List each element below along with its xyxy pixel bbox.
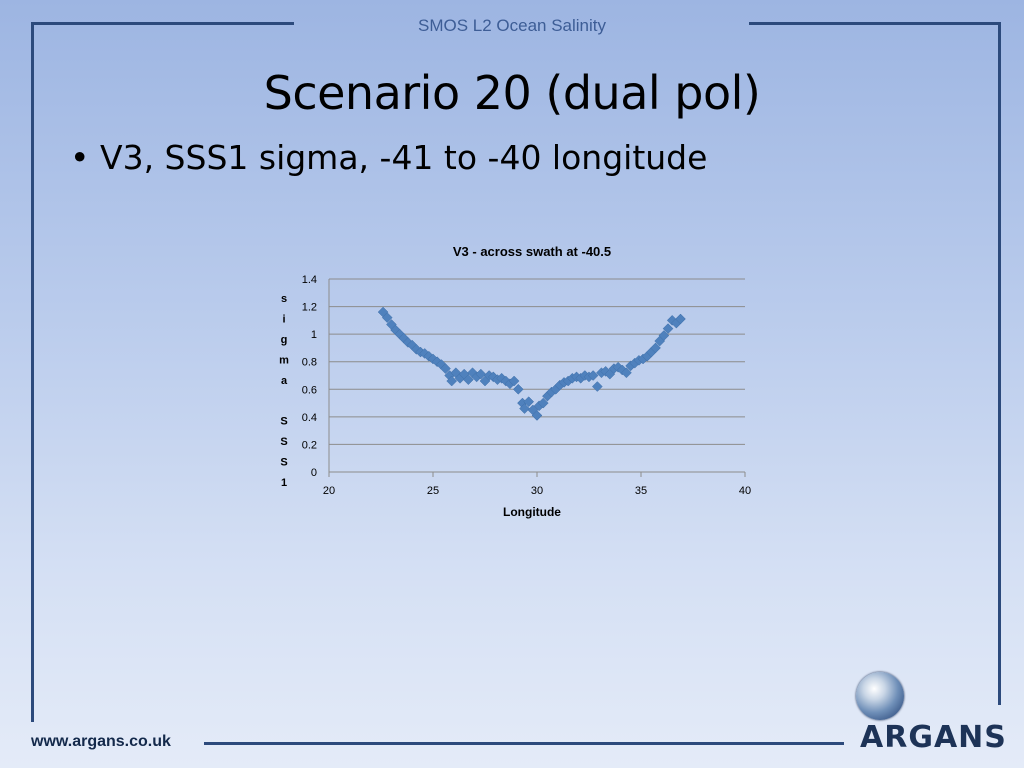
data-point: [662, 323, 674, 334]
y-tick-label: 0.2: [302, 439, 317, 451]
scatter-chart: V3 - across swath at -40.5 0 0.2 0.4 0.6 0.8 1…: [279, 244, 751, 519]
data-point: [446, 375, 458, 387]
x-tick-label: 25: [427, 485, 439, 497]
data-point: [519, 403, 530, 414]
argans-logo: ARGANS: [852, 670, 1017, 760]
data-point: [587, 370, 599, 381]
y-axis-label-char: S: [280, 416, 287, 428]
data-point: [512, 383, 524, 395]
x-tick-label: 30: [531, 485, 543, 497]
bullet-dot: •: [70, 138, 90, 177]
data-point: [650, 342, 661, 354]
y-axis-label-char: i: [282, 314, 285, 326]
frame-left: [31, 22, 34, 722]
y-axis-label-char: S: [280, 436, 287, 448]
data-point: [621, 367, 632, 379]
y-tick-label: 1.2: [302, 302, 317, 314]
y-tick-label: 0.4: [302, 412, 317, 424]
y-axis-label-char: g: [281, 334, 288, 346]
data-point: [440, 363, 451, 374]
frame-top-left: [31, 22, 294, 25]
bullet-item: • V3, SSS1 sigma, -41 to -40 longitude: [70, 138, 707, 177]
y-axis-label-char: m: [279, 355, 289, 367]
data-point: [658, 330, 670, 341]
x-axis-label: Longitude: [503, 505, 561, 519]
y-axis-label-char: a: [281, 375, 288, 387]
data-point: [523, 396, 535, 408]
data-point: [537, 397, 549, 409]
globe-icon: [856, 672, 904, 720]
y-axis-label-char: S: [280, 457, 287, 469]
chart-title: V3 - across swath at -40.5: [453, 244, 611, 259]
data-point: [531, 410, 543, 421]
data-point: [591, 381, 603, 392]
frame-right: [998, 22, 1001, 705]
x-tick-label: 20: [323, 485, 335, 497]
header-text: SMOS L2 Ocean Salinity: [417, 16, 607, 35]
y-axis-label-char: 1: [281, 477, 287, 489]
logo-text: ARGANS: [860, 720, 1007, 755]
data-point: [475, 368, 487, 380]
frame-bottom: [204, 742, 844, 745]
x-tick-label: 40: [739, 485, 751, 497]
footer-url[interactable]: www.argans.co.uk: [31, 733, 171, 750]
y-tick-label: 0: [311, 467, 317, 479]
y-tick-label: 1: [311, 329, 317, 341]
bullet-text: V3, SSS1 sigma, -41 to -40 longitude: [100, 138, 708, 177]
x-tick-label: 35: [635, 485, 647, 497]
data-point: [508, 375, 520, 387]
data-point: [463, 374, 474, 385]
frame-top-right: [749, 22, 1001, 25]
y-axis-label-char: s: [281, 293, 287, 305]
y-tick-label: 0.6: [302, 384, 317, 396]
y-tick-label: 1.4: [302, 274, 317, 286]
data-point: [675, 313, 686, 325]
slide-title: Scenario 20 (dual pol): [263, 66, 761, 120]
data-point: [381, 312, 393, 323]
y-tick-label: 0.8: [302, 357, 317, 369]
